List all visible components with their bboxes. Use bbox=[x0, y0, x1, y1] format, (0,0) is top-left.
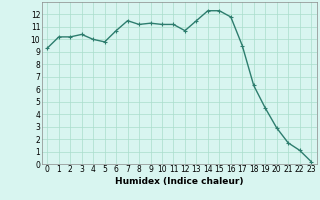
X-axis label: Humidex (Indice chaleur): Humidex (Indice chaleur) bbox=[115, 177, 244, 186]
